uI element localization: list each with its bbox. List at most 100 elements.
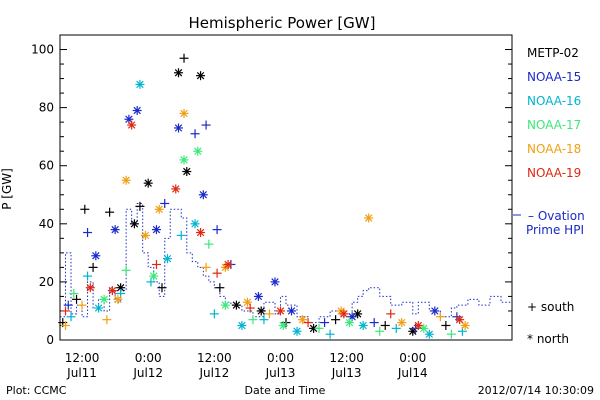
chart-title: Hemispheric Power [GW] — [189, 14, 376, 32]
noaa-18-north-marker — [121, 175, 131, 185]
noaa-16-south-marker — [259, 315, 269, 325]
noaa-19-north-marker — [339, 309, 349, 319]
noaa-18-north-marker — [298, 315, 308, 325]
metp-02-south-marker — [380, 320, 390, 330]
metp-02-north-marker — [196, 71, 206, 81]
noaa-15-south-marker — [160, 198, 170, 208]
noaa-15-north-marker — [287, 306, 297, 316]
y-axis-label: P [GW] — [0, 168, 14, 210]
noaa-15-north-marker — [151, 225, 161, 235]
noaa-18-north-marker — [397, 318, 407, 328]
y-tick-label: 80 — [39, 101, 54, 115]
noaa-15-south-marker — [212, 225, 222, 235]
metp-02-south-marker — [441, 320, 451, 330]
noaa-16-south-marker — [391, 323, 401, 333]
noaa-19-south-marker — [245, 303, 255, 313]
y-tick-label: 20 — [39, 275, 54, 289]
noaa-17-north-marker — [220, 300, 230, 310]
noaa-19-north-marker — [85, 283, 95, 293]
noaa-18-north-marker — [140, 230, 150, 240]
noaa-19-south-marker — [151, 259, 161, 269]
noaa-16-south-marker — [83, 271, 93, 281]
legend-noaa-17: NOAA-17 — [527, 118, 581, 132]
x-tick-date-label: Jul11 — [66, 366, 97, 380]
noaa-18-south-marker — [102, 315, 112, 325]
metp-02-south-marker — [80, 204, 90, 214]
noaa-19-north-marker — [223, 259, 233, 269]
noaa-16-north-marker — [424, 329, 434, 339]
y-tick-label: 60 — [39, 159, 54, 173]
marker-legend-north: * north — [527, 332, 569, 346]
noaa-17-south-marker — [69, 289, 79, 299]
noaa-16-north-marker — [94, 303, 104, 313]
marker-legend-south: + south — [527, 300, 574, 314]
noaa-19-south-marker — [386, 309, 396, 319]
metp-02-south-marker — [179, 53, 189, 63]
x-tick-date-label: Jul13 — [331, 366, 362, 380]
noaa-16-north-marker — [237, 320, 247, 330]
metp-02-north-marker — [143, 178, 153, 188]
plot-frame — [59, 34, 513, 341]
noaa-19-north-marker — [413, 320, 423, 330]
x-tick-date-label: Jul12 — [132, 366, 163, 380]
metp-02-south-marker — [105, 207, 115, 217]
noaa-16-north-marker — [162, 254, 172, 264]
x-axis-label: Date and Time — [245, 384, 326, 397]
noaa-15-north-marker — [110, 225, 120, 235]
noaa-15-south-marker — [63, 300, 73, 310]
noaa-18-north-marker — [113, 294, 123, 304]
noaa-16-south-marker — [325, 329, 335, 339]
noaa-17-south-marker — [248, 315, 258, 325]
noaa-19-north-marker — [455, 315, 465, 325]
legend-noaa-18: NOAA-18 — [527, 142, 581, 156]
legend-noaa-19: NOAA-19 — [527, 166, 581, 180]
x-tick-time-label: 12:00 — [329, 351, 364, 365]
legend-metp-02: METP-02 — [527, 46, 579, 60]
x-tick-date-label: Jul14 — [397, 366, 428, 380]
noaa-18-south-marker — [201, 262, 211, 272]
noaa-15-north-marker — [198, 190, 208, 200]
noaa-18-south-marker — [264, 309, 274, 319]
legend-ovation-line1: – Ovation — [528, 209, 585, 223]
noaa-17-south-marker — [121, 265, 131, 275]
metp-02-north-marker — [129, 219, 139, 229]
noaa-18-north-marker — [154, 204, 164, 214]
noaa-15-north-marker — [253, 291, 263, 301]
noaa-16-south-marker — [66, 312, 76, 322]
legend-noaa-16: NOAA-16 — [527, 94, 581, 108]
noaa-16-south-marker — [209, 309, 219, 319]
metp-02-north-marker — [256, 306, 266, 316]
noaa-18-north-marker — [364, 213, 374, 223]
noaa-16-south-marker — [176, 230, 186, 240]
y-tick-label: 100 — [31, 43, 54, 57]
noaa-18-north-marker — [460, 320, 470, 330]
noaa-15-south-marker — [190, 129, 200, 139]
noaa-17-north-marker — [344, 318, 354, 328]
noaa-17-south-marker — [446, 329, 456, 339]
noaa-18-north-marker — [179, 108, 189, 118]
noaa-17-south-marker — [314, 323, 324, 333]
noaa-16-north-marker — [135, 79, 145, 89]
noaa-15-south-marker — [83, 228, 93, 238]
x-tick-time-label: 0:00 — [267, 351, 294, 365]
noaa-19-north-marker — [107, 286, 117, 296]
noaa-15-north-marker — [430, 306, 440, 316]
data-markers — [58, 53, 470, 339]
legend-noaa-15: NOAA-15 — [527, 70, 581, 84]
metp-02-north-marker — [182, 167, 192, 177]
y-tick-label: 0 — [46, 333, 54, 347]
x-tick-date-label: Jul13 — [265, 366, 296, 380]
noaa-19-south-marker — [212, 268, 222, 278]
noaa-17-north-marker — [99, 294, 109, 304]
metp-02-north-marker — [174, 68, 184, 78]
noaa-16-north-marker — [190, 219, 200, 229]
x-tick-time-label: 12:00 — [197, 351, 232, 365]
legend-ovation-line2: Prime HPI — [526, 223, 584, 237]
ovation-prime-hpi-line — [60, 202, 512, 324]
metp-02-south-marker — [157, 283, 167, 293]
noaa-17-north-marker — [179, 155, 189, 165]
x-tick-time-label: 0:00 — [399, 351, 426, 365]
noaa-15-north-marker — [270, 277, 280, 287]
noaa-17-south-marker — [204, 239, 214, 249]
